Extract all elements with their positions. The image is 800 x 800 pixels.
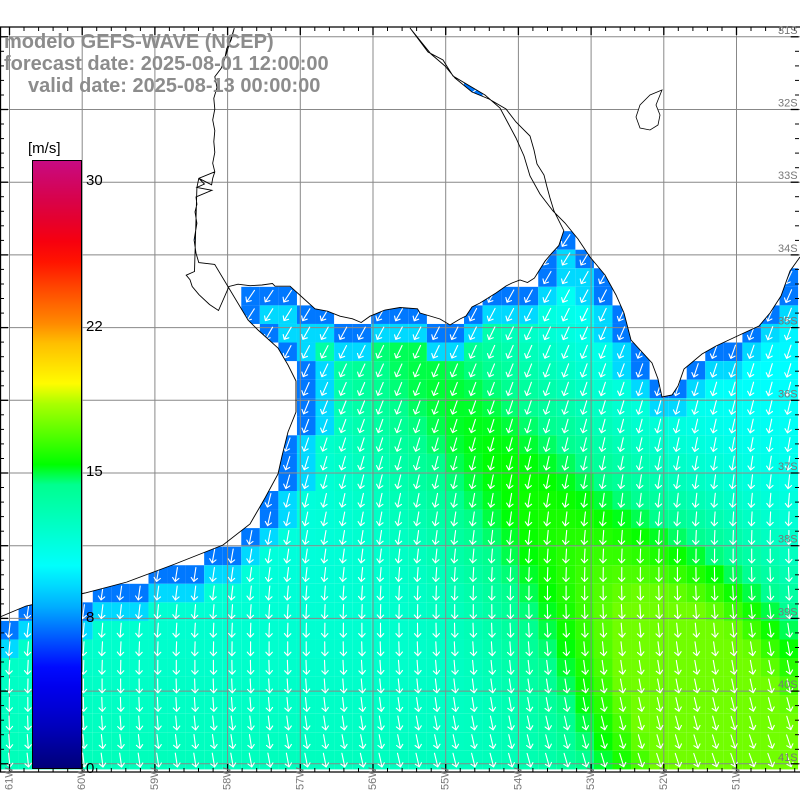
svg-text:31S: 31S	[778, 25, 798, 37]
svg-text:40S: 40S	[778, 679, 798, 691]
svg-text:55W: 55W	[440, 767, 452, 790]
svg-text:34S: 34S	[778, 243, 798, 255]
svg-text:53W: 53W	[585, 767, 597, 790]
svg-text:52W: 52W	[658, 767, 670, 790]
svg-text:39S: 39S	[778, 606, 798, 618]
svg-text:36S: 36S	[778, 388, 798, 400]
svg-text:58W: 58W	[222, 767, 234, 790]
svg-text:57W: 57W	[294, 767, 306, 790]
svg-text:35S: 35S	[778, 316, 798, 328]
svg-text:61W: 61W	[4, 767, 16, 790]
svg-text:38S: 38S	[778, 534, 798, 546]
svg-text:59W: 59W	[149, 767, 161, 790]
svg-text:56W: 56W	[367, 767, 379, 790]
svg-text:41S: 41S	[778, 752, 798, 764]
svg-text:37S: 37S	[778, 461, 798, 473]
svg-text:54W: 54W	[512, 767, 524, 790]
svg-text:51W: 51W	[731, 767, 743, 790]
svg-text:32S: 32S	[778, 98, 798, 110]
svg-text:33S: 33S	[778, 170, 798, 182]
